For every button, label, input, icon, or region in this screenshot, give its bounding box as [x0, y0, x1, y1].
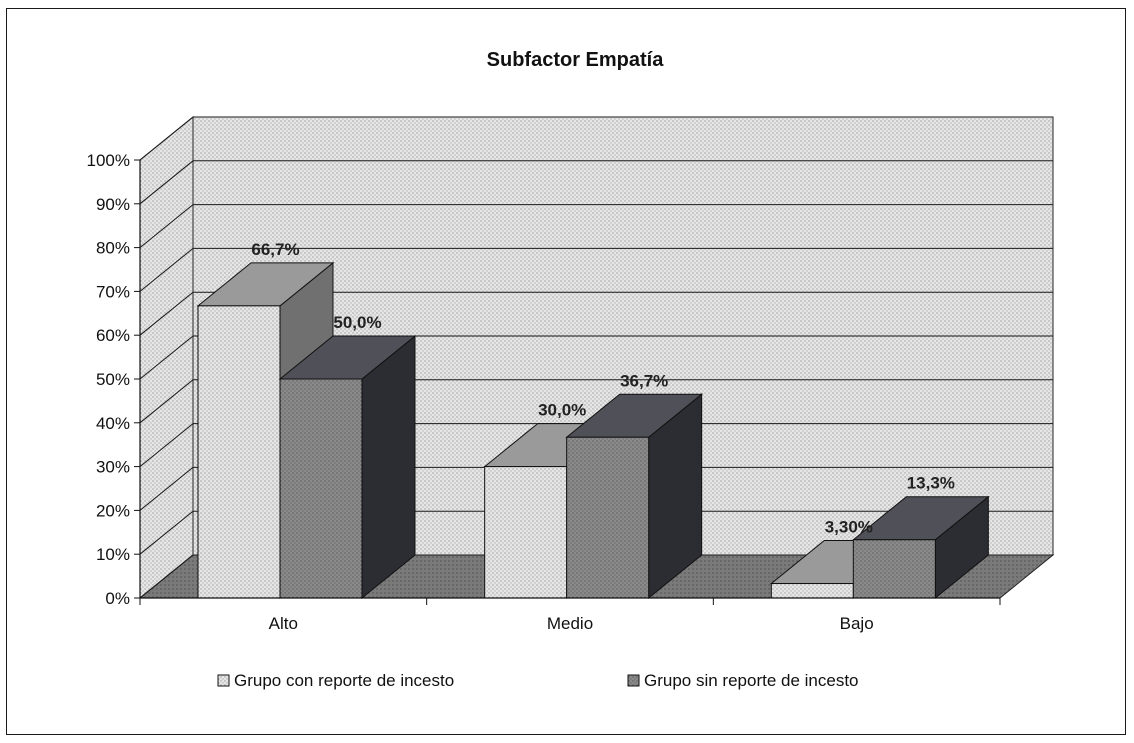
y-axis: 0% 10% 20% 30% 40% 50% 60% 70% 80% 90% 100%	[87, 151, 141, 608]
data-label: 66,7%	[251, 240, 299, 259]
data-label: 3,30%	[825, 518, 873, 537]
y-tick-label: 40%	[96, 414, 130, 433]
x-category-label: Alto	[269, 614, 298, 633]
bar-front	[279, 378, 363, 599]
chart-title: Subfactor Empatía	[487, 49, 665, 71]
data-label: 36,7%	[620, 371, 668, 390]
y-tick-label: 10%	[96, 545, 130, 564]
bar-grupo-sin-reporte-de-incesto-alto	[278, 334, 417, 600]
y-tick-label: 100%	[87, 151, 130, 170]
y-tick-label: 70%	[96, 282, 130, 301]
bar-front	[197, 305, 281, 599]
legend-swatch	[217, 674, 230, 687]
gridline	[139, 379, 1053, 424]
bar-front	[484, 466, 568, 599]
x-axis: Alto Medio Bajo	[139, 597, 1001, 633]
gridline	[139, 466, 1053, 511]
bar-grupo-sin-reporte-de-incesto-medio	[565, 393, 704, 600]
gridline	[139, 160, 1053, 205]
y-tick-label: 90%	[96, 195, 130, 214]
y-tick-label: 0%	[105, 589, 130, 608]
data-labels: 66,7% 50,0% 30,0% 36,7% 3,30% 13,3%	[251, 240, 955, 537]
bar-front	[566, 436, 650, 599]
gridlines	[139, 116, 1053, 599]
gridline	[139, 554, 1053, 599]
x-category-label: Medio	[547, 614, 593, 633]
data-label: 30,0%	[538, 401, 586, 420]
bar-grupo-sin-reporte-de-incesto-bajo	[851, 495, 990, 600]
y-tick-label: 60%	[96, 326, 130, 345]
gridline	[139, 335, 1053, 380]
gridline	[139, 247, 1053, 292]
legend-entry: Grupo sin reporte de incesto	[644, 671, 859, 690]
gridline	[139, 510, 1053, 555]
y-tick-label: 30%	[96, 458, 130, 477]
gridline	[139, 291, 1053, 336]
legend: Grupo con reporte de incesto Grupo sin re…	[217, 671, 859, 690]
legend-entry: Grupo con reporte de incesto	[234, 671, 454, 690]
gridline	[139, 116, 1053, 161]
data-label: 50,0%	[333, 313, 381, 332]
legend-swatch	[627, 674, 640, 687]
gridline	[139, 423, 1053, 467]
y-tick-label: 50%	[96, 370, 130, 389]
bars	[196, 261, 990, 600]
x-category-label: Bajo	[840, 614, 874, 633]
gridline	[139, 204, 1053, 248]
bar-front	[770, 583, 854, 599]
y-tick-label: 20%	[96, 501, 130, 520]
y-tick-label: 80%	[96, 239, 130, 258]
bar-side	[361, 334, 416, 600]
bar-front	[852, 539, 936, 599]
data-label: 13,3%	[907, 474, 955, 493]
